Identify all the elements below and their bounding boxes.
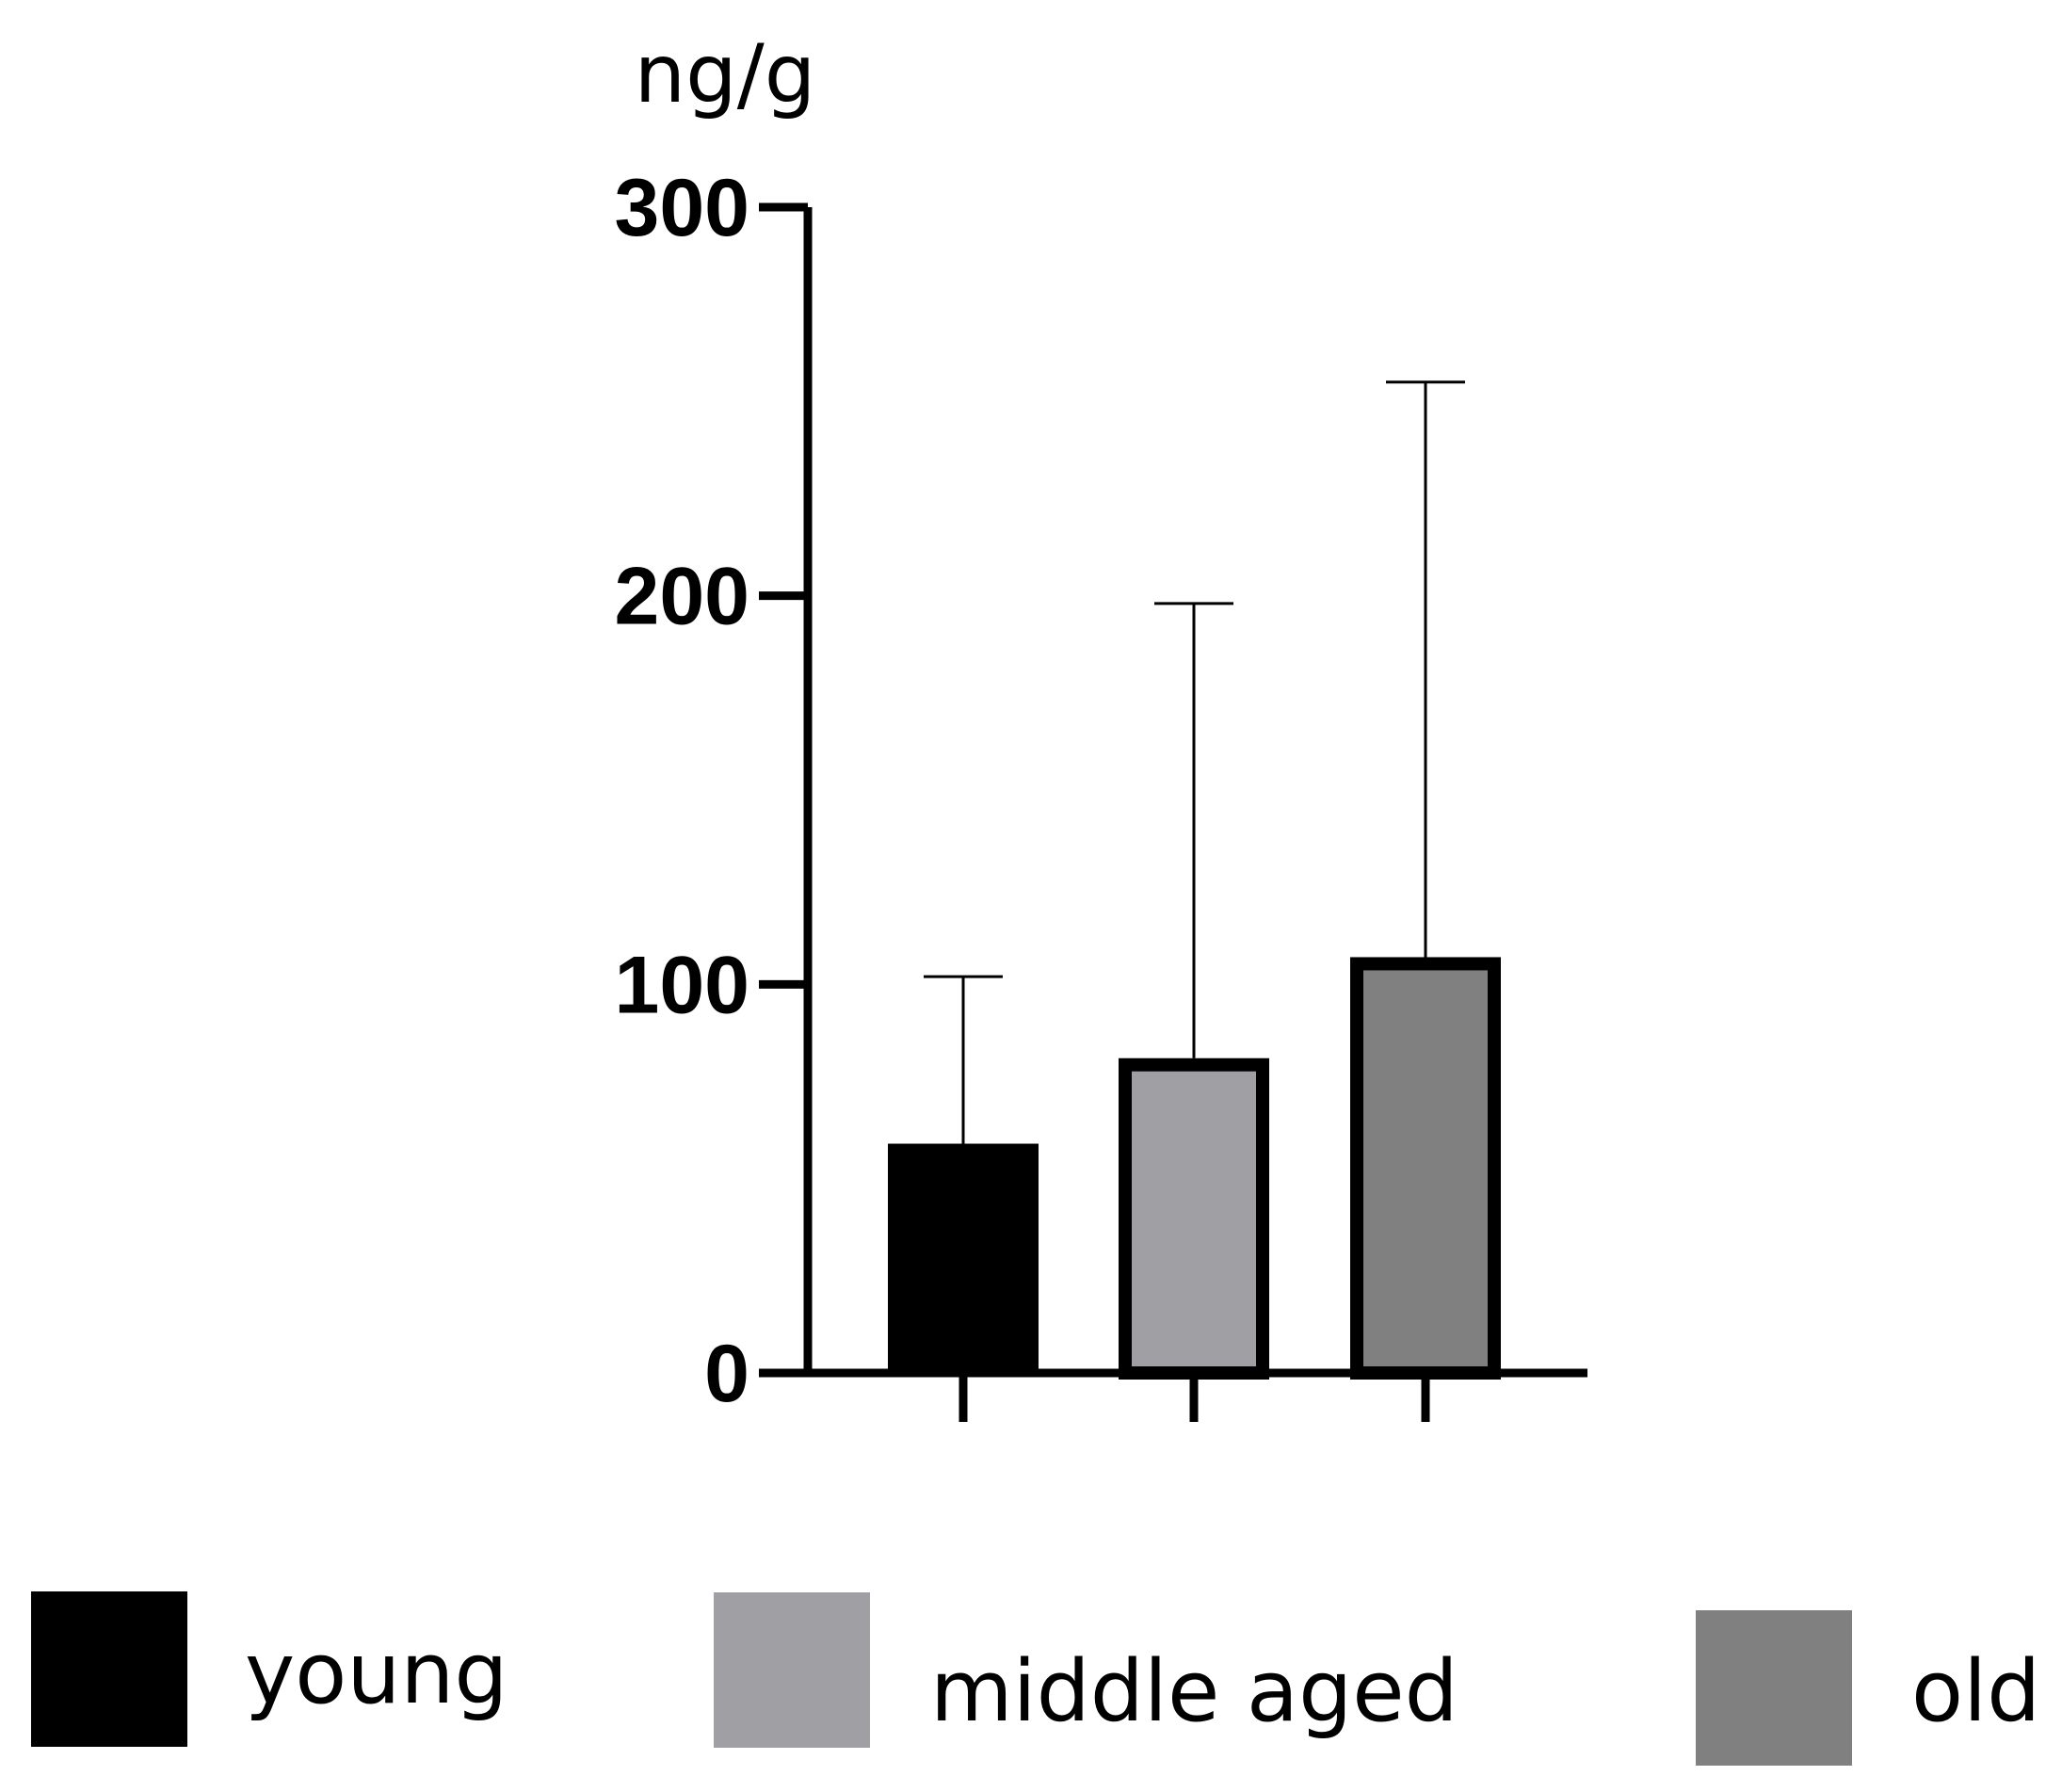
- bars: [888, 957, 1501, 1380]
- legend-label-old: old: [1911, 1642, 2040, 1741]
- bar-old: [1350, 957, 1501, 1380]
- y-axis-ticks: 0 100 200 300: [615, 163, 808, 1419]
- legend-label-young: young: [245, 1624, 508, 1723]
- legend: young middle aged old: [31, 1591, 2040, 1766]
- y-tick-label-300: 300: [615, 163, 750, 253]
- x-axis-ticks: [959, 1373, 1430, 1422]
- y-tick-label-0: 0: [704, 1329, 749, 1419]
- y-tick-label-100: 100: [615, 940, 750, 1030]
- y-tick-label-200: 200: [615, 552, 750, 642]
- error-bars: [924, 380, 1465, 1144]
- y-axis-label: ng/g: [635, 27, 816, 121]
- legend-swatch-middle-aged: [714, 1592, 870, 1748]
- bar-middle-aged: [1119, 1057, 1269, 1380]
- legend-swatch-old: [1696, 1610, 1852, 1766]
- legend-label-middle-aged: middle aged: [930, 1642, 1458, 1741]
- bar-young: [888, 1143, 1039, 1373]
- legend-swatch-young: [31, 1591, 187, 1747]
